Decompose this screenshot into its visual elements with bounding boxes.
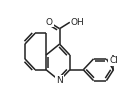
Text: O: O bbox=[46, 18, 53, 27]
Text: Cl: Cl bbox=[109, 56, 118, 65]
Text: N: N bbox=[56, 76, 63, 85]
Text: OH: OH bbox=[70, 18, 84, 27]
